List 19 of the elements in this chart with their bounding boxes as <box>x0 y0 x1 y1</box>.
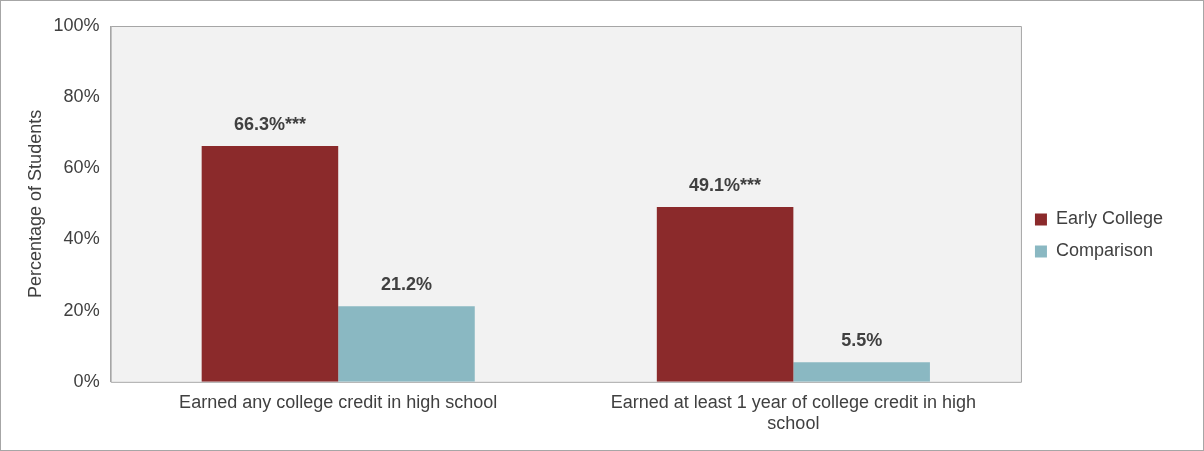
y-tick-label: 80% <box>63 86 100 107</box>
y-axis-title: Percentage of Students <box>24 109 45 298</box>
x-tick-label: Earned any college credit in high school <box>179 391 498 412</box>
bar <box>793 362 930 382</box>
data-label: 21.2% <box>380 274 433 295</box>
y-tick-label: 0% <box>73 370 100 391</box>
data-label: 66.3%*** <box>233 113 306 134</box>
data-label: 49.1%*** <box>689 175 762 196</box>
y-tick-label: 20% <box>63 299 100 320</box>
x-tick-label: Earned at least 1 year of college credit in high school <box>610 391 976 434</box>
y-tick-label: 100% <box>53 14 100 35</box>
data-label: 5.5% <box>841 330 883 351</box>
bar <box>338 306 475 382</box>
y-tick-label: 40% <box>63 228 100 249</box>
legend-label: Comparison <box>1055 240 1153 261</box>
legend-label: Early College <box>1055 208 1164 229</box>
bar <box>656 207 794 382</box>
bar <box>201 145 339 382</box>
y-tick-label: 60% <box>63 157 100 178</box>
